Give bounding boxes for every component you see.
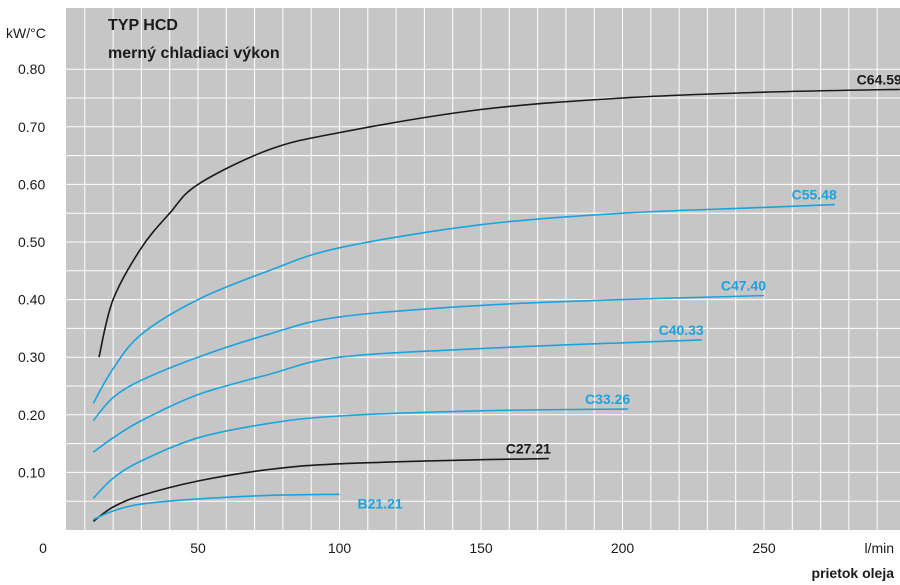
y-tick-label: 0.10 bbox=[18, 464, 45, 480]
series-line-c27-21 bbox=[92, 457, 549, 523]
series-label-c40-33: C40.33 bbox=[659, 322, 704, 338]
y-tick-label: 0.70 bbox=[18, 119, 45, 135]
y-axis-ticks: 0.10 0.20 0.30 0.40 0.50 0.60 0.70 0.80 bbox=[18, 61, 45, 480]
x-axis-label: prietok oleja bbox=[812, 565, 895, 581]
y-tick-label: 0.20 bbox=[18, 407, 45, 423]
x-tick-label: 250 bbox=[752, 540, 776, 556]
y-tick-label: 0.40 bbox=[18, 292, 45, 308]
series-labels: C64.59 C55.48 C47.40 C40.33 C33.26 C27.21 B21.… bbox=[358, 71, 900, 511]
series-label-c55-48: C55.48 bbox=[792, 187, 837, 203]
grid-lines bbox=[66, 8, 900, 530]
series-label-c47-40: C47.40 bbox=[721, 278, 766, 294]
series-line-c33-26 bbox=[92, 408, 629, 499]
y-axis-label: kW/°C bbox=[6, 25, 46, 41]
series-label-c64-59: C64.59 bbox=[857, 71, 900, 87]
x-tick-label: 100 bbox=[328, 540, 352, 556]
series-label-c27-21: C27.21 bbox=[506, 441, 551, 457]
series-line-b21-21 bbox=[92, 493, 340, 521]
x-tick-label: 0 bbox=[39, 540, 47, 556]
series-line-c64-59 bbox=[98, 88, 900, 358]
x-tick-label: 150 bbox=[469, 540, 493, 556]
x-tick-label: 50 bbox=[190, 540, 206, 556]
y-tick-label: 0.30 bbox=[18, 349, 45, 365]
series-line-c40-33 bbox=[92, 339, 702, 453]
y-tick-label: 0.80 bbox=[18, 61, 45, 77]
y-tick-label: 0.60 bbox=[18, 176, 45, 192]
series-lines bbox=[92, 88, 900, 523]
chart-subtitle: merný chladiaci výkon bbox=[108, 45, 280, 62]
series-line-c55-48 bbox=[92, 203, 835, 404]
y-tick-label: 0.50 bbox=[18, 234, 45, 250]
x-axis-unit: l/min bbox=[864, 540, 894, 556]
series-label-b21-21: B21.21 bbox=[358, 495, 403, 511]
series-label-c33-26: C33.26 bbox=[585, 391, 630, 407]
x-tick-label: 200 bbox=[611, 540, 635, 556]
chart-title: TYP HCD bbox=[108, 17, 178, 34]
x-axis-ticks: 0 50 100 150 200 250 bbox=[39, 540, 776, 556]
series-line-c47-40 bbox=[92, 294, 765, 422]
plot-area bbox=[66, 8, 900, 530]
